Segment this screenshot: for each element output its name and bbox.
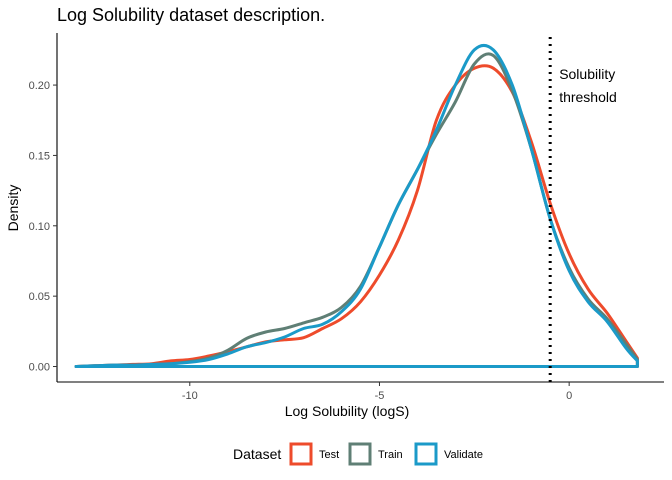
legend-label-train: Train xyxy=(378,449,403,461)
x-tick-label: 0 xyxy=(566,390,572,402)
x-tick-label: -10 xyxy=(182,390,198,402)
y-tick-label: 0.10 xyxy=(29,221,50,233)
legend-key-validate xyxy=(414,442,438,466)
threshold-label-line: Solubility xyxy=(559,66,615,82)
y-axis-label: Density xyxy=(5,185,21,232)
legend-key-test xyxy=(289,442,313,466)
y-tick-label: 0.15 xyxy=(29,150,50,162)
legend-title: Dataset xyxy=(233,446,281,462)
density-curves xyxy=(74,43,639,368)
y-tick-label: 0.05 xyxy=(29,291,50,303)
legend-key-train xyxy=(348,442,372,466)
y-tick-label: 0.20 xyxy=(29,80,50,92)
legend-label-validate: Validate xyxy=(444,449,483,461)
density-curve-test xyxy=(74,64,639,368)
y-tick-label: 0.00 xyxy=(29,362,50,374)
chart-title: Log Solubility dataset description. xyxy=(57,5,325,25)
legend-label-test: Test xyxy=(319,449,339,461)
threshold-label-line: threshold xyxy=(559,89,617,105)
threshold-layer: Solubility threshold xyxy=(548,37,617,382)
density-curve-validate xyxy=(74,43,639,368)
x-tick-label: -5 xyxy=(375,390,385,402)
x-axis-label: Log Solubility (logS) xyxy=(285,403,410,419)
legend: Dataset Test Train Validate xyxy=(233,442,483,466)
axes: 0.00 0.05 0.10 0.15 0.20 -10 -5 0 xyxy=(29,33,664,402)
